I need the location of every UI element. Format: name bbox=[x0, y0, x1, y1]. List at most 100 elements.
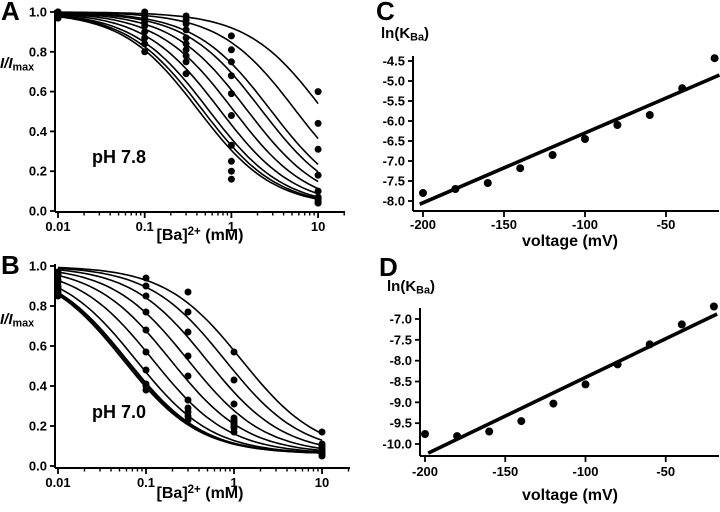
data-point bbox=[645, 340, 654, 349]
x-axis-label-a: [Ba]2+ (mM) bbox=[120, 226, 280, 245]
data-point bbox=[182, 40, 190, 48]
data-point bbox=[142, 386, 150, 394]
data-point bbox=[314, 171, 322, 179]
panel-b-plot: 1.0 0.8 0.6 0.4 0.2 0.00.01 0.1 1 10 bbox=[29, 259, 350, 490]
data-point bbox=[182, 52, 190, 60]
linear-fit-line bbox=[419, 73, 720, 206]
y-tick-label: 0.8 bbox=[29, 44, 47, 59]
y-axis-label-a: I/Imax bbox=[0, 55, 35, 74]
y-axis-label-d: ln(KBa) bbox=[387, 278, 435, 297]
y-tick-label: -4.5 bbox=[383, 54, 405, 69]
data-point bbox=[142, 274, 150, 282]
data-point bbox=[485, 427, 494, 436]
fit-curve-60mV bbox=[57, 269, 323, 446]
x-axis-label-b: [Ba]2+ (mM) bbox=[120, 484, 280, 503]
data-point bbox=[141, 34, 149, 42]
y-tick-label: 0.2 bbox=[29, 164, 47, 179]
y-tick-label: 0.8 bbox=[29, 299, 47, 314]
x-tick-label: -200 bbox=[410, 217, 436, 232]
y-tick-label: 1.0 bbox=[29, 5, 47, 20]
x-tick-label: -50 bbox=[657, 217, 676, 232]
x-tick-label: 0.1 bbox=[137, 475, 155, 490]
x-axis-label-a-superscript: 2+ bbox=[187, 226, 201, 238]
x-tick-label: 10 bbox=[311, 219, 325, 234]
x-axis-label-a-text: [Ba] bbox=[156, 227, 188, 245]
y-tick-label: -5.5 bbox=[383, 94, 405, 109]
y-axis-label-c-subscript: Ba bbox=[410, 31, 424, 44]
data-point bbox=[318, 452, 326, 460]
x-tick-label: 0.01 bbox=[45, 475, 70, 490]
data-point bbox=[548, 151, 557, 159]
y-tick-label: -8.0 bbox=[383, 194, 405, 209]
data-point bbox=[230, 348, 238, 356]
data-point bbox=[230, 400, 238, 408]
panel-a-label: A bbox=[1, 0, 20, 26]
data-point bbox=[227, 175, 235, 183]
data-point bbox=[54, 14, 62, 22]
y-tick-label: -8.5 bbox=[390, 374, 412, 389]
data-point bbox=[314, 88, 322, 96]
data-point bbox=[182, 46, 190, 54]
y-tick-label: -8.0 bbox=[390, 353, 412, 368]
data-point bbox=[184, 352, 192, 360]
data-point bbox=[141, 28, 149, 36]
data-point bbox=[141, 48, 149, 56]
ph-annotation-b: pH 7.0 bbox=[92, 402, 147, 422]
data-point bbox=[182, 70, 190, 78]
data-point bbox=[227, 141, 235, 149]
data-point bbox=[182, 20, 190, 28]
x-tick-label: -150 bbox=[491, 217, 517, 232]
data-point bbox=[142, 366, 150, 374]
x-tick-label: 0.01 bbox=[45, 219, 70, 234]
y-tick-label: 0.0 bbox=[29, 459, 47, 474]
y-tick-label: -10.0 bbox=[382, 437, 412, 452]
data-point bbox=[182, 34, 190, 42]
panel-d-label: D bbox=[379, 252, 398, 282]
x-tick-label: -50 bbox=[656, 464, 675, 479]
y-tick-label: -7.0 bbox=[390, 312, 412, 327]
data-point bbox=[314, 199, 322, 207]
y-tick-label: 0.6 bbox=[29, 339, 47, 354]
x-tick-label: 10 bbox=[315, 475, 329, 490]
x-axis-label-b-text: [Ba] bbox=[156, 485, 188, 503]
data-point bbox=[645, 111, 654, 119]
data-point bbox=[709, 302, 718, 311]
data-point bbox=[318, 428, 326, 436]
data-point bbox=[184, 328, 192, 336]
y-axis-label-a-subscript: max bbox=[12, 61, 35, 74]
data-point bbox=[184, 308, 192, 316]
data-point bbox=[227, 46, 235, 54]
data-point bbox=[184, 416, 192, 424]
y-tick-label: -7.0 bbox=[383, 154, 405, 169]
data-point bbox=[314, 119, 322, 127]
data-point bbox=[419, 189, 427, 197]
data-point bbox=[142, 292, 150, 300]
fit-curve-160mV bbox=[57, 14, 319, 198]
ph-annotation-a: pH 7.8 bbox=[92, 147, 147, 167]
fit-curve-100mV bbox=[57, 274, 323, 452]
y-tick-label: 0.2 bbox=[29, 419, 47, 434]
data-point bbox=[516, 164, 525, 173]
data-point bbox=[227, 58, 235, 66]
y-axis-label-a-text: I/I bbox=[0, 55, 13, 72]
y-axis-label-b-text: I/I bbox=[0, 311, 13, 328]
x-axis-label-b-unit: (mM) bbox=[200, 485, 244, 503]
panel-d-plot: -7.0 -7.5 -8.0 -8.5 -9.0 -9.5 -10.0-200 -150 -10… bbox=[382, 302, 719, 479]
fit-curve-200mV bbox=[57, 15, 319, 201]
x-tick-label: -100 bbox=[572, 464, 598, 479]
data-point bbox=[517, 417, 526, 426]
y-axis-label-d-subscript: Ba bbox=[416, 284, 430, 297]
data-point bbox=[613, 121, 622, 129]
fit-curve-20mV bbox=[57, 266, 323, 435]
y-tick-label: 0.6 bbox=[29, 84, 47, 99]
y-axis-label-d-text: ln(K bbox=[387, 278, 417, 295]
x-tick-label: -150 bbox=[492, 464, 518, 479]
data-point bbox=[142, 282, 150, 290]
x-tick-label: -100 bbox=[572, 217, 598, 232]
data-point bbox=[230, 376, 238, 384]
data-point bbox=[314, 187, 322, 195]
data-point bbox=[141, 22, 149, 30]
panel-a-plot: 1.0 0.8 0.6 0.4 0.2 0.00.01 0.1 1 10 bbox=[29, 5, 345, 234]
y-tick-label: -7.5 bbox=[383, 174, 405, 189]
